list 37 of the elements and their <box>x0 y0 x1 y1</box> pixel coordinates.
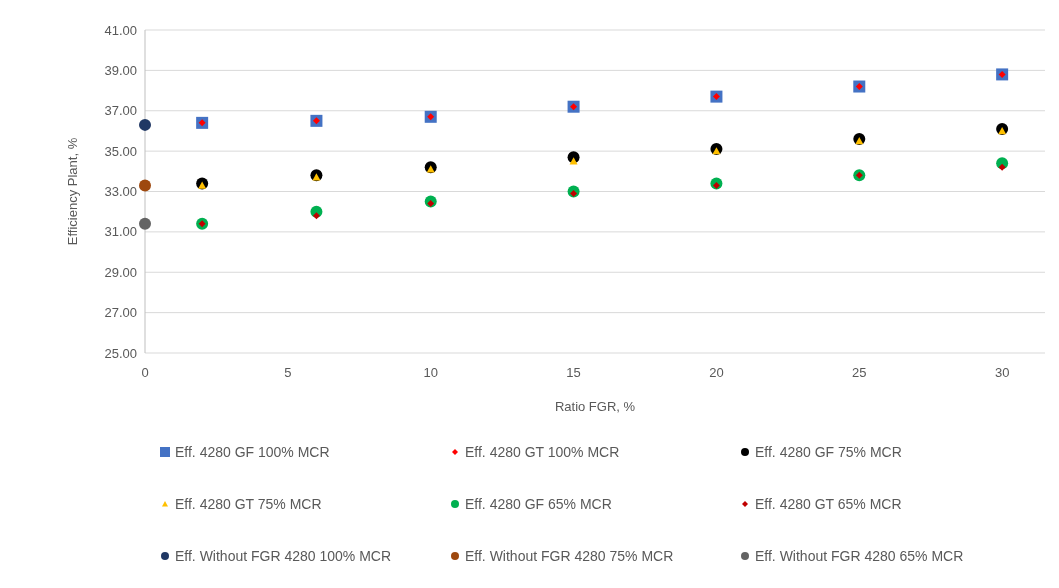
legend-label: Eff. 4280 GF 75% MCR <box>755 443 902 460</box>
y-tick-label: 41.00 <box>104 22 137 38</box>
y-tick-label: 39.00 <box>104 62 137 78</box>
legend-label: Eff. 4280 GT 65% MCR <box>755 495 902 512</box>
y-tick-label: 35.00 <box>104 143 137 159</box>
point <box>198 181 207 189</box>
x-tick-label: 5 <box>284 365 292 380</box>
y-tick-label: 27.00 <box>104 305 137 321</box>
point <box>569 157 578 165</box>
point <box>998 126 1007 135</box>
x-tick-label: 25 <box>852 365 867 380</box>
legend-label: Eff. 4280 GT 100% MCR <box>465 443 620 460</box>
point <box>139 118 151 131</box>
legend-label: Eff. 4280 GT 75% MCR <box>175 495 322 512</box>
x-tick-label: 20 <box>709 365 724 380</box>
y-tick-label: 29.00 <box>104 264 137 280</box>
x-tick-label: 15 <box>566 365 581 380</box>
x-tick-label: 30 <box>994 365 1010 380</box>
legend-label: Eff. Without FGR 4280 75% MCR <box>465 547 674 564</box>
point <box>312 173 321 181</box>
y-tick-label: 37.00 <box>104 103 137 119</box>
legend-label: Eff. 4280 GF 65% MCR <box>465 495 612 512</box>
legend-label: Eff. 4280 GF 100% MCR <box>175 443 330 460</box>
y-tick-label: 31.00 <box>104 224 137 240</box>
x-tick-label: 10 <box>423 365 438 380</box>
point <box>139 217 151 230</box>
point <box>139 179 151 192</box>
point <box>312 212 320 220</box>
point <box>712 147 721 155</box>
point <box>855 137 864 145</box>
legend-label: Eff. Without FGR 4280 100% MCR <box>175 547 392 564</box>
x-axis-title: Ratio FGR, % <box>554 399 636 414</box>
y-tick-label: 33.00 <box>104 184 137 200</box>
y-tick-label: 25.00 <box>104 345 137 361</box>
y-axis-title: Efficiency Plant, % <box>65 137 80 246</box>
x-tick-label: 0 <box>141 365 149 380</box>
legend-label: Eff. Without FGR 4280 65% MCR <box>755 547 964 564</box>
